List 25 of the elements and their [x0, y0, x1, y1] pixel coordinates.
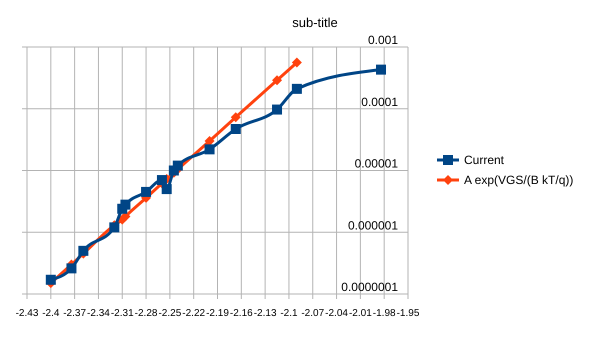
y-tick-label: 0.0001 — [361, 94, 398, 109]
x-tick-label: -2.31 — [110, 308, 134, 319]
x-tick-label: -1.95 — [396, 308, 420, 319]
x-tick-label: -1.98 — [372, 308, 396, 319]
chart-title: sub-title — [292, 15, 338, 30]
x-tick-label: -2.16 — [230, 308, 254, 319]
y-tick-label: 0.0000001 — [341, 280, 398, 294]
x-tick-label: -2.1 — [280, 308, 298, 319]
y-tick-label: 0.000001 — [348, 218, 398, 232]
y-tick-label: 0.00001 — [354, 156, 398, 170]
x-tick-label: -2.04 — [325, 308, 348, 319]
x-tick-label: -2.34 — [87, 308, 110, 319]
x-tick-label: -2.4 — [42, 308, 60, 319]
x-tick-label: -2.13 — [254, 308, 277, 319]
legend-label: Current — [464, 153, 505, 167]
x-tick-label: -2.19 — [206, 308, 230, 319]
x-tick-label: -2.37 — [63, 308, 86, 319]
legend-label: A exp(VGS/(B kT/q)) — [464, 173, 574, 187]
x-tick-label: -2.07 — [301, 308, 325, 319]
x-tick-label: -2.01 — [348, 308, 372, 319]
y-tick-label: 0.001 — [368, 33, 398, 47]
x-tick-label: -2.22 — [182, 308, 206, 319]
x-tick-label: -2.25 — [158, 308, 182, 319]
x-tick-label: -2.28 — [134, 308, 158, 319]
x-tick-label: -2.43 — [16, 308, 39, 319]
